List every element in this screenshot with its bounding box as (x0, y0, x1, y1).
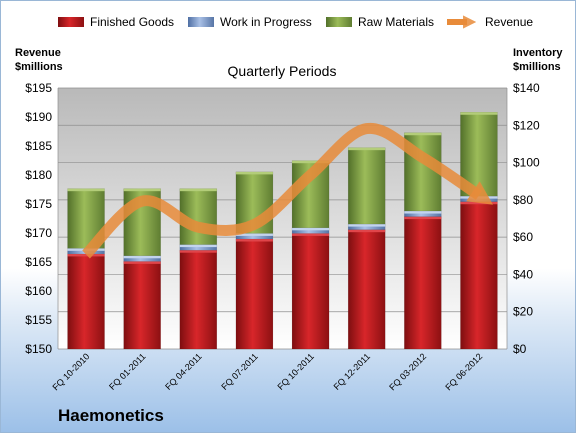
bar-work-in-progress-cap (404, 211, 442, 214)
bar-work-in-progress-cap (292, 227, 330, 231)
right-axis-title-line2: $millions (513, 61, 561, 73)
left-tick-label: $170 (25, 226, 52, 240)
bar-finished-goods (404, 216, 442, 350)
left-tick-label: $165 (25, 255, 52, 269)
bar-finished-goods (67, 253, 105, 350)
bar-finished-goods (179, 249, 218, 350)
bar-finished-goods (123, 261, 161, 350)
bar-finished-goods-cap (123, 261, 161, 264)
bars (67, 111, 498, 350)
bar-raw-materials-cap (235, 171, 273, 175)
right-tick-label: $120 (513, 118, 540, 132)
bar-finished-goods-cap (179, 250, 217, 253)
category-label: FQ 12-2011 (332, 351, 373, 392)
legend-swatch-finished-goods (58, 17, 84, 27)
category-label: FQ 10-2010 (50, 351, 91, 392)
bar-finished-goods-cap (404, 216, 442, 220)
left-tick-label: $155 (25, 313, 52, 327)
left-axis-title-line1: Revenue (15, 47, 61, 59)
left-tick-label: $195 (25, 81, 52, 95)
legend-swatch-work-in-progress (188, 17, 214, 27)
revenue-line (82, 122, 493, 259)
category-label: FQ 07-2011 (219, 351, 260, 392)
right-axis-ticks: $0 $20 $40 $60 $80 $100 $120 $140 (513, 81, 540, 356)
left-axis-title-line2: $millions (15, 61, 63, 73)
right-tick-label: $40 (513, 267, 533, 281)
bar-work-in-progress-cap (460, 196, 498, 199)
bar-raw-materials-cap (404, 132, 442, 136)
right-tick-label: $100 (513, 156, 540, 170)
bar-finished-goods-cap (67, 253, 105, 257)
bar-raw-materials-cap (67, 188, 105, 192)
legend-swatch-raw-materials (326, 17, 352, 27)
left-tick-label: $180 (25, 168, 52, 182)
left-tick-label: $175 (25, 197, 52, 211)
bar-raw-materials-cap (123, 188, 161, 192)
right-tick-label: $140 (513, 81, 540, 95)
left-axis-ticks: $150 $155 $160 $165 $170 $175 $180 $185 $190 $195 (25, 81, 52, 356)
legend-label-work-in-progress: Work in Progress (220, 15, 312, 29)
right-tick-label: $0 (513, 342, 527, 356)
category-label: FQ 06-2012 (443, 351, 484, 392)
bar-raw-materials-cap (460, 112, 498, 115)
bar-finished-goods-cap (348, 229, 386, 233)
bar-finished-goods (235, 238, 274, 350)
bar-work-in-progress-cap (179, 244, 217, 248)
right-tick-label: $60 (513, 230, 533, 244)
bar-finished-goods (347, 229, 386, 350)
left-tick-label: $150 (25, 342, 52, 356)
category-label: FQ 10-2011 (275, 351, 316, 392)
right-tick-label: $80 (513, 193, 533, 207)
right-tick-label: $20 (513, 305, 533, 319)
bar-finished-goods (460, 201, 498, 350)
bar-finished-goods (291, 233, 330, 350)
legend-label-finished-goods: Finished Goods (90, 15, 174, 29)
category-label: FQ 01-2011 (107, 351, 148, 392)
bar-raw-materials-cap (179, 188, 217, 192)
legend: Finished Goods Work in Progress Raw Mate… (58, 15, 533, 29)
bar-raw-materials-cap (348, 147, 386, 151)
company-name: Haemonetics (58, 406, 164, 425)
bar-finished-goods-cap (235, 239, 273, 242)
category-label: FQ 04-2011 (163, 351, 204, 392)
category-label: FQ 03-2012 (387, 351, 428, 392)
chart-subtitle: Quarterly Periods (228, 63, 337, 79)
left-tick-label: $160 (25, 284, 52, 298)
bar-work-in-progress-cap (348, 224, 386, 227)
bar-finished-goods-cap (460, 201, 498, 205)
left-tick-label: $190 (25, 110, 52, 124)
legend-label-raw-materials: Raw Materials (358, 15, 434, 29)
bar-work-in-progress-cap (235, 233, 273, 236)
left-tick-label: $185 (25, 139, 52, 153)
right-axis-title-line1: Inventory (513, 47, 563, 59)
bar-work-in-progress-cap (123, 255, 161, 259)
bar-raw-materials-cap (292, 160, 330, 164)
bar-raw-materials (347, 147, 386, 225)
bar-finished-goods-cap (292, 233, 330, 236)
legend-label-revenue: Revenue (485, 15, 533, 29)
category-labels: FQ 10-2010 FQ 01-2011 FQ 04-2011 FQ 07-2011… (50, 351, 484, 392)
revenue-line-path (82, 122, 493, 259)
